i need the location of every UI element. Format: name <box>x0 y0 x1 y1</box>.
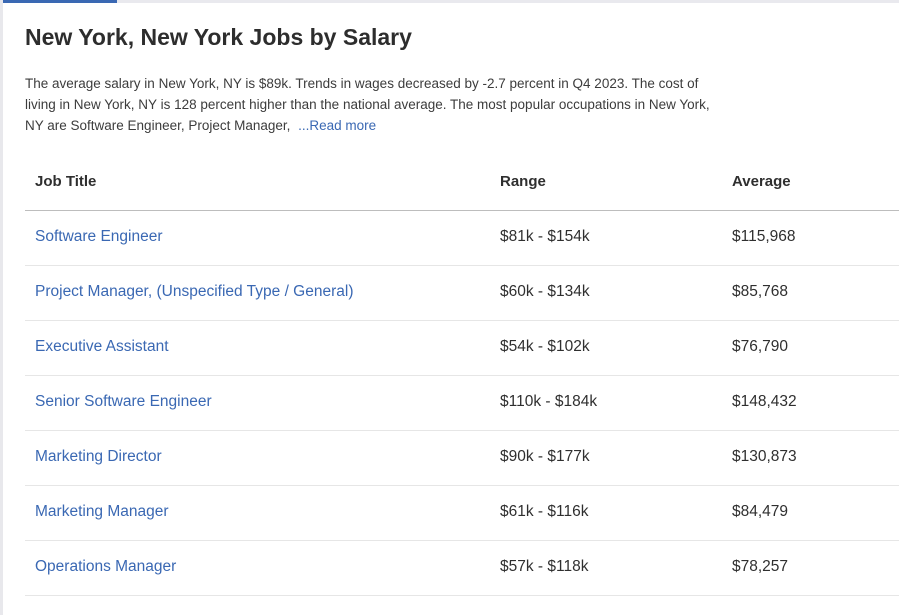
job-title-link[interactable]: Senior Software Engineer <box>35 393 212 410</box>
table-row: Operations Manager $57k - $118k $78,257 <box>25 541 899 596</box>
salary-average: $78,257 <box>732 558 789 575</box>
job-title-link[interactable]: Marketing Director <box>35 448 162 465</box>
active-tab-indicator <box>0 0 117 3</box>
salary-range: $60k - $134k <box>500 283 590 300</box>
salary-range: $90k - $177k <box>500 448 590 465</box>
salary-average: $76,790 <box>732 338 789 355</box>
page-title: New York, New York Jobs by Salary <box>25 24 412 50</box>
job-title-link[interactable]: Marketing Manager <box>35 503 169 520</box>
jobs-table: Job Title Range Average Software Enginee… <box>25 155 899 596</box>
table-row: Marketing Manager $61k - $116k $84,479 <box>25 486 899 541</box>
table-row: Executive Assistant $54k - $102k $76,790 <box>25 321 899 376</box>
salary-range: $61k - $116k <box>500 503 589 520</box>
salary-range: $81k - $154k <box>500 228 590 245</box>
salary-range: $54k - $102k <box>500 338 590 355</box>
salary-average: $148,432 <box>732 393 797 410</box>
job-title-link[interactable]: Project Manager, (Unspecified Type / Gen… <box>35 283 354 300</box>
table-row: Senior Software Engineer $110k - $184k $… <box>25 376 899 431</box>
table-row: Marketing Director $90k - $177k $130,873 <box>25 431 899 486</box>
top-border <box>0 0 899 3</box>
job-title-link[interactable]: Software Engineer <box>35 228 163 245</box>
job-title-link[interactable]: Executive Assistant <box>35 338 169 355</box>
header-average: Average <box>732 173 791 190</box>
salary-average: $85,768 <box>732 283 789 300</box>
salary-summary: The average salary in New York, NY is $8… <box>25 73 725 136</box>
summary-text: The average salary in New York, NY is $8… <box>25 76 710 133</box>
job-title-link[interactable]: Operations Manager <box>35 558 177 575</box>
salary-range: $57k - $118k <box>500 558 589 575</box>
table-row: Software Engineer $81k - $154k $115,968 <box>25 211 899 266</box>
header-job-title: Job Title <box>35 173 97 190</box>
salary-average: $130,873 <box>732 448 797 465</box>
salary-average: $84,479 <box>732 503 789 520</box>
salary-range: $110k - $184k <box>500 393 598 410</box>
read-more-link[interactable]: ...Read more <box>298 118 377 133</box>
table-header: Job Title Range Average <box>25 155 899 211</box>
header-range: Range <box>500 173 546 190</box>
table-row: Project Manager, (Unspecified Type / Gen… <box>25 266 899 321</box>
salary-average: $115,968 <box>732 228 796 245</box>
left-border <box>0 0 3 615</box>
